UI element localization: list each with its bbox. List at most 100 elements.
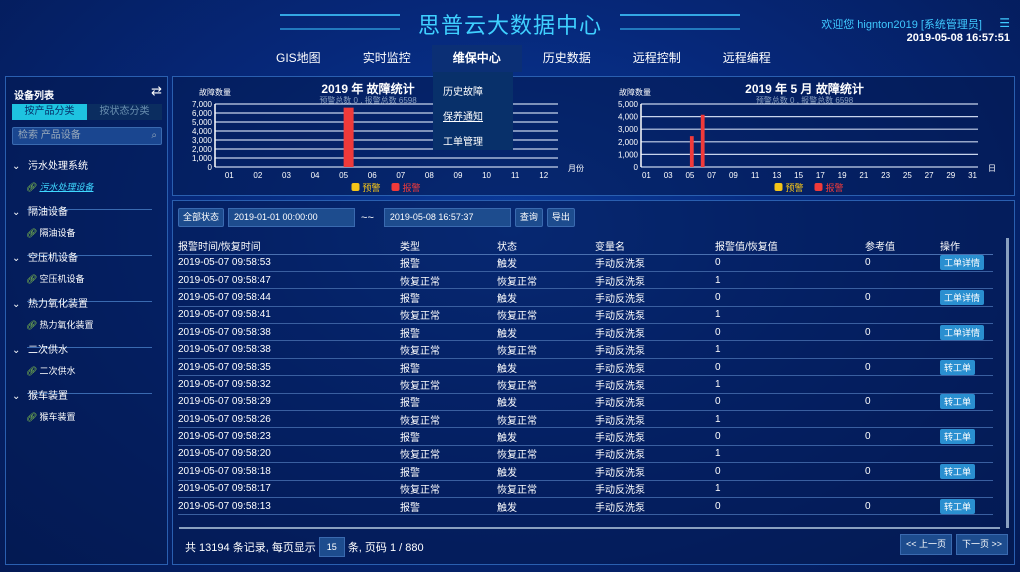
table-row: 2019-05-07 09:58:29 报警 触发 手动反洗泵 0 0 转工单 [178,393,993,412]
group-header[interactable]: ⌄ 空压机设备 [12,249,162,264]
device-item[interactable]: 🔗︎ 隔油设备 [12,226,162,239]
table-cell: 触发 [497,254,595,272]
title-decoration [620,14,740,30]
export-button[interactable]: 导出 [546,208,575,227]
work-order-detail-button[interactable]: 工单详情 [940,324,985,340]
table-cell: 触发 [497,497,595,516]
device-item[interactable]: 🔗︎ 污水处理设备 [12,180,162,193]
table-cell: 触发 [497,462,595,481]
create-work-order-button[interactable]: 转工单 [940,359,976,375]
device-group: ⌄ 猴车装置 🔗︎ 猴车装置 [12,387,162,423]
table-cell: 2019-05-07 09:58:17 [178,480,400,498]
group-name: 隔油设备 [28,207,68,218]
group-header[interactable]: ⌄ 隔油设备 [12,203,162,218]
group-header[interactable]: ⌄ 污水处理系统 [12,157,162,172]
prev-page-button[interactable]: << 上一页 [899,534,952,555]
table-row: 2019-05-07 09:58:32 恢复正常 恢复正常 手动反洗泵 1 [178,375,993,394]
create-work-order-button[interactable]: 转工单 [940,498,976,514]
menu-history-faults[interactable]: 历史故障 [443,87,483,98]
legend-swatch[interactable] [351,183,360,191]
swap-icon[interactable]: ⇄ [151,83,162,98]
alarm-table: 报警时间/恢复时间 类型 状态 变量名 报警值/恢复值 参考值 操作 2019-05-07 … [178,238,993,516]
table-cell: 1 [715,410,865,429]
table-row: 2019-05-07 09:58:38 恢复正常 恢复正常 手动反洗泵 1 [178,340,993,359]
link-icon: 🔗︎ [26,228,38,238]
bar-报警[interactable] [343,107,354,167]
legend-label[interactable]: 预警 [786,182,804,193]
table-cell: 手动反洗泵 [595,288,715,307]
group-header[interactable]: ⌄ 二次供水 [12,341,162,356]
legend-label[interactable]: 报警 [826,182,844,193]
status-filter-button[interactable]: 全部状态 [178,208,225,227]
nav-gis[interactable]: GIS地图 [276,51,321,65]
group-header[interactable]: ⌄ 猴车装置 [12,387,162,402]
legend-label[interactable]: 预警 [363,182,381,193]
bar-报警[interactable] [700,114,705,167]
search-input[interactable]: 检索 产品设备 ⌕ [12,127,162,145]
table-cell: 手动反洗泵 [595,271,715,290]
table-cell: 恢复正常 [497,340,595,359]
table-cell: 恢复正常 [400,271,497,290]
table-cell: 恢复正常 [400,445,497,464]
table-row: 2019-05-07 09:58:47 恢复正常 恢复正常 手动反洗泵 1 [178,271,993,290]
chart-subtitle: 预警总数 0 , 报警总数 6598 [319,96,417,105]
nav-history[interactable]: 历史数据 [542,51,591,65]
query-button[interactable]: 查询 [514,208,543,227]
column-header: 类型 [400,238,497,255]
column-header: 参考值 [865,238,940,255]
nav-remote-control[interactable]: 远程控制 [632,51,681,65]
group-header[interactable]: ⌄ 热力氧化装置 [12,295,162,310]
search-icon[interactable]: ⌕ [151,130,157,141]
action-cell: 转工单 [940,393,993,412]
table-cell: 0 [865,323,940,342]
legend-swatch[interactable] [391,183,400,191]
table-cell: 0 [715,427,865,446]
create-work-order-button[interactable]: 转工单 [940,429,976,445]
device-item[interactable]: 🔗︎ 二次供水 [12,364,162,377]
work-order-detail-button[interactable]: 工单详情 [940,289,985,305]
action-cell [940,375,993,394]
table-cell: 报警 [400,358,497,377]
bar-报警[interactable] [689,136,694,167]
action-cell: 工单详情 [940,254,993,272]
work-order-detail-button[interactable]: 工单详情 [940,255,985,271]
menu-work-orders[interactable]: 工单管理 [443,137,483,148]
legend-label[interactable]: 报警 [403,182,421,193]
main-nav: GIS地图 实时监控 维保中心 历史数据 远程控制 远程编程 [255,45,792,72]
device-name: 污水处理设备 [39,182,94,192]
nav-realtime[interactable]: 实时监控 [362,51,411,65]
x-tick-label: 11 [751,171,760,180]
y-axis-label: 故障数量 [199,88,231,97]
create-work-order-button[interactable]: 转工单 [940,394,976,410]
group-name: 猴车装置 [28,391,68,402]
start-time-input[interactable]: 2019-01-01 00:00:00 [228,208,356,227]
table-cell: 手动反洗泵 [595,358,715,377]
legend-swatch[interactable] [774,183,783,191]
end-time-input[interactable]: 2019-05-08 16:57:37 [383,208,511,227]
device-item[interactable]: 🔗︎ 猴车装置 [12,410,162,423]
legend-swatch[interactable] [814,183,823,191]
group-name: 二次供水 [28,345,68,356]
horizontal-scrollbar[interactable] [179,527,1000,529]
table-cell: 1 [715,445,865,464]
chevron-down-icon: ⌄ [12,391,21,402]
x-tick-label: 19 [838,171,847,180]
list-icon[interactable]: ☰ [999,16,1010,30]
tab-by-product[interactable]: 按产品分类 [12,104,87,120]
create-work-order-button[interactable]: 转工单 [940,463,976,479]
nav-remote-programming[interactable]: 远程编程 [722,51,771,65]
page-size-input[interactable]: 15 [318,537,345,557]
device-item[interactable]: 🔗︎ 热力氧化装置 [12,318,162,331]
device-item[interactable]: 🔗︎ 空压机设备 [12,272,162,285]
y-tick-label: 4,000 [618,113,639,122]
table-cell: 手动反洗泵 [595,410,715,429]
nav-maintenance[interactable]: 维保中心 [431,45,522,72]
link-icon: 🔗︎ [26,182,38,192]
next-page-button[interactable]: 下一页 >> [955,534,1008,555]
tab-by-status[interactable]: 按状态分类 [87,104,162,120]
action-cell [940,445,993,464]
scrollbar[interactable] [1006,238,1009,528]
welcome-user[interactable]: 欢迎您 hignton2019 [系统管理员] [821,19,982,31]
menu-maintenance-notice[interactable]: 保养通知 [443,112,483,123]
total-records: 共 13194 条记录, 每页显示 [185,542,316,554]
